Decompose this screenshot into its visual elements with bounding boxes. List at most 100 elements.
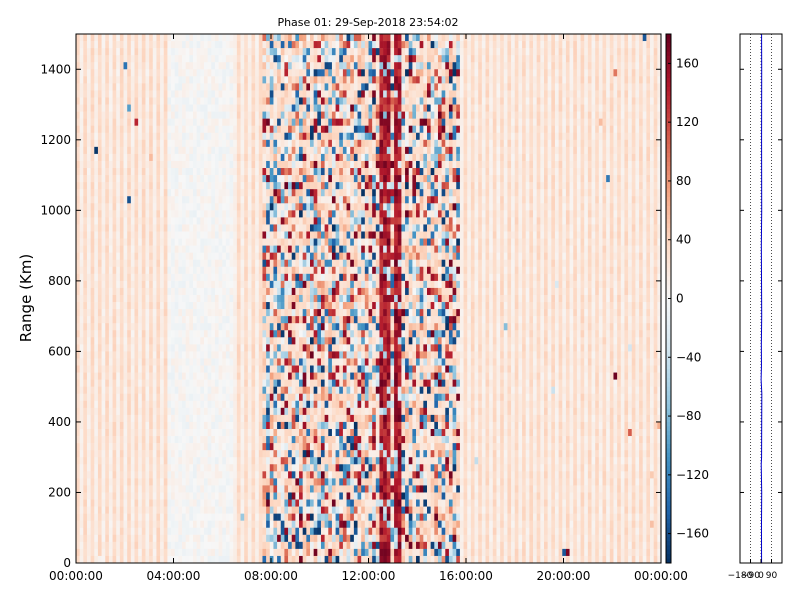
heatmap-cell [119, 104, 124, 112]
heatmap-cell [90, 323, 95, 331]
heatmap-cell [258, 287, 263, 296]
heatmap-cell [189, 203, 194, 211]
heatmap-cell [262, 358, 267, 366]
heatmap-cell [79, 520, 84, 529]
heatmap-cell [313, 189, 318, 197]
heatmap-cell [156, 238, 161, 246]
heatmap-cell [288, 132, 293, 141]
heatmap-cell [222, 160, 227, 169]
heatmap-cell [90, 450, 95, 458]
heatmap-cell [116, 323, 121, 331]
heatmap-cell [273, 90, 278, 98]
heatmap-cell [105, 55, 110, 63]
heatmap-cell [262, 372, 267, 380]
heatmap-cell [244, 48, 249, 56]
heatmap-cell [76, 513, 80, 521]
heatmap-cell [313, 34, 318, 42]
heatmap-cell [138, 294, 143, 303]
heatmap-cell [174, 41, 179, 49]
heatmap-cell [218, 182, 223, 190]
heatmap-cell [233, 132, 238, 141]
heatmap-cell [185, 34, 190, 42]
heatmap-cell [101, 104, 106, 112]
heatmap-cell [306, 344, 311, 352]
heatmap-cell [306, 217, 311, 225]
heatmap-cell [123, 160, 128, 169]
heatmap-cell [105, 464, 110, 472]
heatmap-cell [291, 555, 296, 564]
heatmap-cell [214, 48, 219, 56]
heatmap-cell [138, 485, 143, 493]
heatmap-cell [196, 41, 201, 49]
heatmap-cell [229, 245, 234, 253]
heatmap-cell [255, 393, 260, 402]
heatmap-cell [280, 478, 285, 486]
heatmap-cell [211, 365, 216, 373]
heatmap-cell [299, 534, 303, 543]
heatmap-cell [244, 287, 249, 296]
heatmap-cell [116, 125, 121, 134]
heatmap-cell [255, 294, 260, 303]
heatmap-cell [163, 196, 168, 204]
heatmap-cell [152, 471, 157, 479]
heatmap-cell [258, 280, 263, 289]
heatmap-cell [244, 41, 249, 49]
heatmap-cell [193, 541, 197, 550]
heatmap-cell [171, 266, 176, 275]
heatmap-cell [288, 548, 293, 557]
heatmap-cell [79, 294, 84, 303]
heatmap-cell [317, 111, 322, 119]
heatmap-cell [236, 125, 241, 134]
heatmap-cell [211, 69, 216, 77]
heatmap-cell [207, 34, 212, 42]
heatmap-cell [262, 160, 267, 169]
heatmap-cell [203, 365, 208, 373]
heatmap-cell [108, 457, 113, 465]
heatmap-cell [211, 139, 216, 148]
heatmap-cell [277, 393, 282, 402]
heatmap-cell [101, 111, 106, 119]
heatmap-cell [83, 210, 88, 218]
heatmap-cell [193, 548, 197, 557]
heatmap-cell [306, 478, 311, 486]
heatmap-cell [229, 492, 234, 500]
heatmap-cell [79, 527, 84, 536]
heatmap-cell [182, 294, 186, 303]
heatmap-cell [174, 421, 179, 430]
heatmap-cell [105, 287, 110, 296]
heatmap-cell [310, 492, 314, 500]
heatmap-cell [310, 316, 314, 324]
heatmap-cell [101, 506, 106, 514]
heatmap-cell [119, 294, 124, 303]
heatmap-cell [251, 358, 256, 366]
heatmap-cell [138, 372, 143, 380]
heatmap-cell [86, 146, 91, 155]
heatmap-cell [284, 196, 289, 204]
heatmap-cell [255, 69, 260, 77]
heatmap-cell [269, 386, 274, 395]
heatmap-cell [123, 372, 128, 380]
heatmap-cell [236, 175, 241, 183]
heatmap-cell [273, 548, 278, 557]
heatmap-cell [240, 527, 245, 536]
heatmap-cell [236, 76, 241, 84]
heatmap-cell [258, 153, 263, 162]
heatmap-cell [134, 90, 139, 98]
heatmap-cell [178, 464, 183, 472]
heatmap-cell [105, 146, 110, 155]
heatmap-cell [193, 337, 197, 345]
heatmap-cell [182, 245, 186, 253]
heatmap-cell [182, 358, 186, 366]
heatmap-cell [149, 125, 154, 134]
heatmap-cell [218, 273, 223, 282]
heatmap-cell [207, 393, 212, 402]
heatmap-cell [302, 330, 307, 338]
heatmap-cell [262, 245, 267, 253]
heatmap-cell [207, 464, 212, 472]
heatmap-cell [141, 34, 146, 42]
heatmap-cell [178, 457, 183, 465]
heatmap-cell [280, 337, 285, 345]
heatmap-cell [185, 189, 190, 197]
heatmap-cell [127, 196, 132, 204]
heatmap-cell [79, 34, 84, 42]
